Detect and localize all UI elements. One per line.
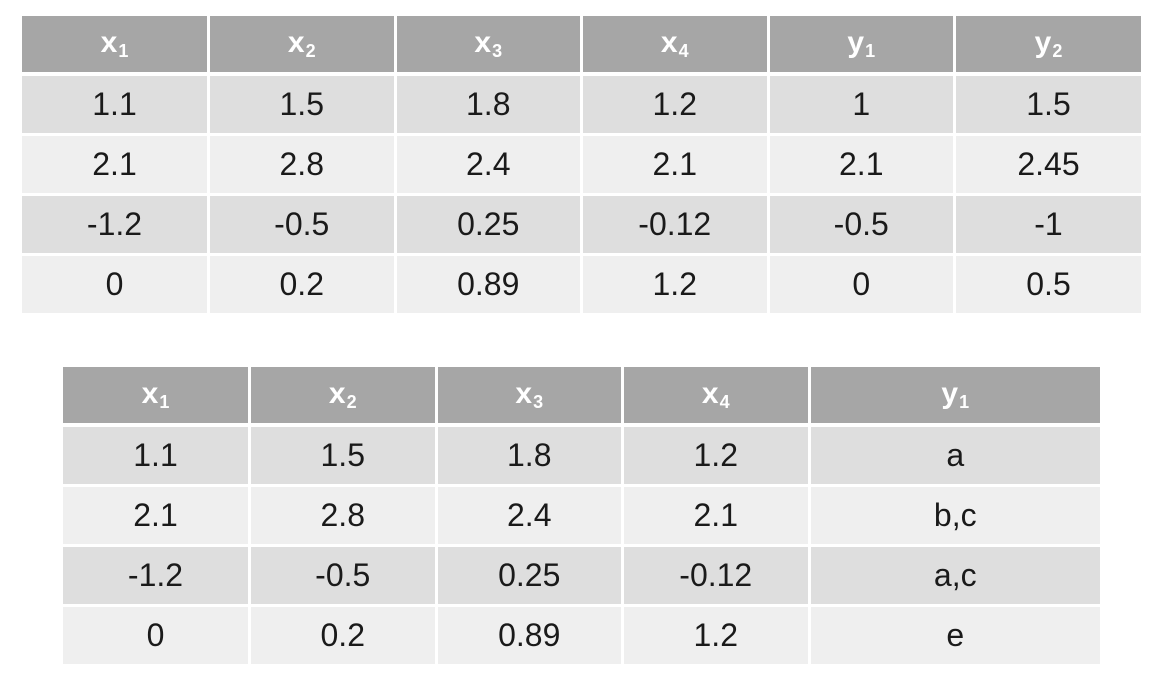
table-body: 1.1 1.5 1.8 1.2 1 1.5 2.1 2.8 2.4 2.1 2.… bbox=[22, 74, 1141, 313]
table-row: 0 0.2 0.89 1.2 0 0.5 bbox=[22, 254, 1141, 313]
table-row: -1.2 -0.5 0.25 -0.12 a,c bbox=[63, 545, 1100, 607]
table-cell: 0.89 bbox=[395, 254, 583, 313]
table-cell: 1.5 bbox=[249, 425, 438, 487]
column-header-y1: y1 bbox=[809, 367, 1100, 427]
numeric-targets-table: x1 x2 x3 x4 y1 y2 1.1 1.5 1.8 1.2 1 1.5 … bbox=[22, 16, 1141, 313]
column-header-x2: x2 bbox=[249, 367, 438, 427]
table-row: 2.1 2.8 2.4 2.1 b,c bbox=[63, 485, 1100, 547]
table-cell: 0.89 bbox=[436, 605, 624, 664]
column-header-label: x1 bbox=[100, 26, 129, 61]
table-cell: 1.2 bbox=[581, 254, 770, 313]
table-body: 1.1 1.5 1.8 1.2 a 2.1 2.8 2.4 2.1 b,c -1… bbox=[63, 425, 1100, 664]
table-cell: e bbox=[809, 605, 1100, 664]
table-cell: -1.2 bbox=[63, 545, 251, 607]
table-cell: 1.1 bbox=[63, 425, 251, 487]
column-header-label: x4 bbox=[660, 26, 689, 61]
column-header-label: x1 bbox=[141, 377, 170, 412]
column-header-label: x2 bbox=[287, 26, 316, 61]
column-header-y1: y1 bbox=[768, 16, 956, 76]
table-cell: 2.1 bbox=[622, 485, 811, 547]
label-targets-table: x1 x2 x3 x4 y1 1.1 1.5 1.8 1.2 a 2.1 2.8… bbox=[63, 367, 1100, 664]
column-header-x4: x4 bbox=[622, 367, 811, 427]
table-cell: -1 bbox=[954, 194, 1141, 256]
column-header-x3: x3 bbox=[395, 16, 583, 76]
column-header-label: x2 bbox=[328, 377, 357, 412]
column-header-label: y1 bbox=[941, 377, 970, 412]
table-row: 0 0.2 0.89 1.2 e bbox=[63, 605, 1100, 664]
table-cell: 2.1 bbox=[581, 134, 770, 196]
table-cell: 2.8 bbox=[208, 134, 397, 196]
table-cell: 2.1 bbox=[768, 134, 956, 196]
table-cell: -0.5 bbox=[208, 194, 397, 256]
table-cell: 0 bbox=[63, 605, 251, 664]
table-cell: 2.8 bbox=[249, 485, 438, 547]
table-cell: 2.1 bbox=[63, 485, 251, 547]
table-cell: 1.2 bbox=[581, 74, 770, 136]
table-cell: 0 bbox=[768, 254, 956, 313]
column-header-x3: x3 bbox=[436, 367, 624, 427]
column-header-label: x3 bbox=[474, 26, 503, 61]
column-header-x2: x2 bbox=[208, 16, 397, 76]
table-cell: 1.2 bbox=[622, 605, 811, 664]
table-cell: 2.45 bbox=[954, 134, 1141, 196]
table-cell: 0.2 bbox=[249, 605, 438, 664]
table-cell: -0.5 bbox=[249, 545, 438, 607]
table-row: -1.2 -0.5 0.25 -0.12 -0.5 -1 bbox=[22, 194, 1141, 256]
table-header: x1 x2 x3 x4 y1 bbox=[63, 367, 1100, 427]
column-header-label: y1 bbox=[847, 26, 876, 61]
table-cell: 2.4 bbox=[395, 134, 583, 196]
table-cell: 1.8 bbox=[395, 74, 583, 136]
table-cell: 1.8 bbox=[436, 425, 624, 487]
table-row: 2.1 2.8 2.4 2.1 2.1 2.45 bbox=[22, 134, 1141, 196]
table-cell: 1.5 bbox=[954, 74, 1141, 136]
table-cell: -0.12 bbox=[581, 194, 770, 256]
column-header-x1: x1 bbox=[22, 16, 210, 76]
table-cell: 2.1 bbox=[22, 134, 210, 196]
table-cell: -0.5 bbox=[768, 194, 956, 256]
table-cell: 1.1 bbox=[22, 74, 210, 136]
table-cell: -1.2 bbox=[22, 194, 210, 256]
table-cell: b,c bbox=[809, 485, 1100, 547]
table-cell: 0 bbox=[22, 254, 210, 313]
table-header: x1 x2 x3 x4 y1 y2 bbox=[22, 16, 1141, 76]
table-cell: 1.5 bbox=[208, 74, 397, 136]
table-cell: 0.25 bbox=[436, 545, 624, 607]
header-row: x1 x2 x3 x4 y1 bbox=[63, 367, 1100, 427]
table-cell: 0.25 bbox=[395, 194, 583, 256]
table-cell: 1 bbox=[768, 74, 956, 136]
table-cell: 0.5 bbox=[954, 254, 1141, 313]
column-header-label: x4 bbox=[701, 377, 730, 412]
table-cell: 2.4 bbox=[436, 485, 624, 547]
table-cell: a,c bbox=[809, 545, 1100, 607]
header-row: x1 x2 x3 x4 y1 y2 bbox=[22, 16, 1141, 76]
column-header-x4: x4 bbox=[581, 16, 770, 76]
column-header-label: x3 bbox=[515, 377, 544, 412]
table-cell: 1.2 bbox=[622, 425, 811, 487]
table-cell: a bbox=[809, 425, 1100, 487]
table-row: 1.1 1.5 1.8 1.2 1 1.5 bbox=[22, 74, 1141, 136]
column-header-label: y2 bbox=[1034, 26, 1063, 61]
column-header-x1: x1 bbox=[63, 367, 251, 427]
table-cell: 0.2 bbox=[208, 254, 397, 313]
table-row: 1.1 1.5 1.8 1.2 a bbox=[63, 425, 1100, 487]
column-header-y2: y2 bbox=[954, 16, 1141, 76]
table-cell: -0.12 bbox=[622, 545, 811, 607]
